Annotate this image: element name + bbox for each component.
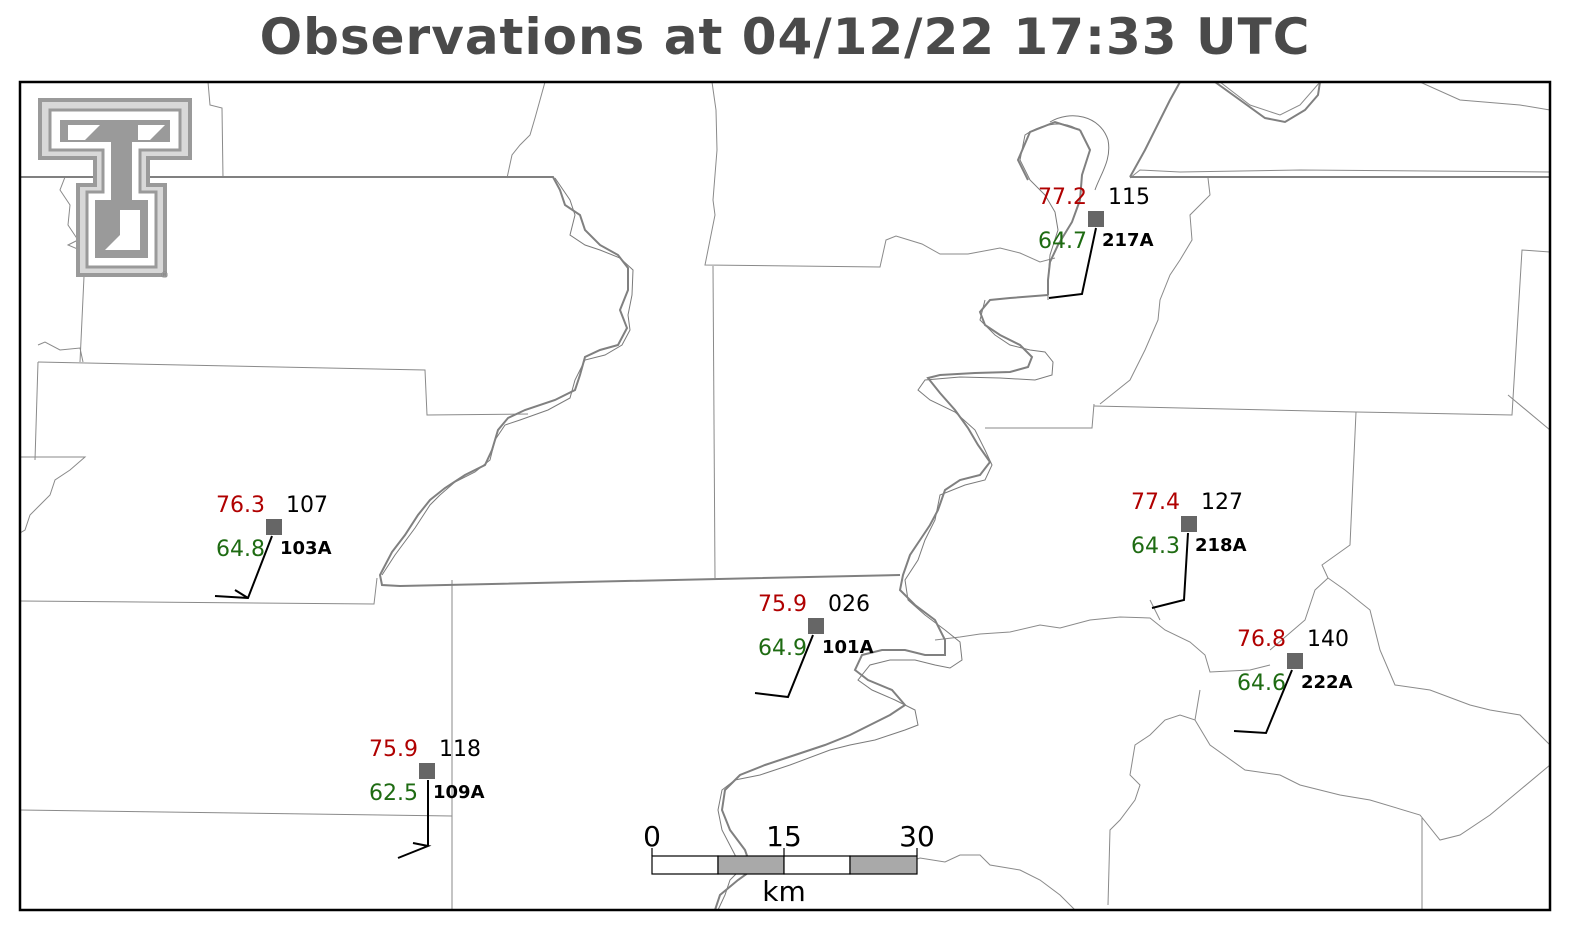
- scale-segment: [717, 855, 785, 875]
- station-marker[interactable]: [1287, 653, 1303, 669]
- county-line: [1507, 394, 1550, 431]
- wind-barb: [397, 780, 432, 859]
- pressure-value: 026: [828, 592, 870, 617]
- scale-tick-0: 0: [643, 820, 661, 853]
- state-line: [714, 294, 1049, 910]
- station-id: 217A: [1102, 230, 1154, 251]
- county-line: [1327, 577, 1550, 746]
- river-bank: [1019, 123, 1076, 300]
- river-bank: [717, 299, 1054, 910]
- pressure-value: 115: [1108, 185, 1150, 210]
- state-line: [1047, 129, 1092, 295]
- station-marker[interactable]: [808, 618, 824, 634]
- map-title: Observations at 04/12/22 17:33 UTC: [259, 8, 1311, 66]
- wind-barb: [214, 535, 273, 600]
- dewpoint-value: 64.3: [1131, 534, 1180, 559]
- county-line: [1099, 177, 1211, 405]
- map-frame: [18, 80, 1552, 912]
- county-line: [20, 361, 87, 534]
- temperature-value: 76.8: [1237, 627, 1286, 652]
- wind-barb: [1233, 669, 1293, 735]
- station-marker[interactable]: [266, 519, 282, 535]
- county-line: [1129, 169, 1550, 179]
- map-boundaries: [20, 82, 1550, 910]
- county-line: [37, 341, 84, 363]
- wind-barb: [1151, 532, 1189, 609]
- county-line: [712, 265, 716, 579]
- station-id: 222A: [1301, 672, 1353, 693]
- scale-segment: [651, 855, 719, 875]
- county-line: [1269, 411, 1357, 651]
- double-t-logo: ®: [38, 98, 192, 281]
- dewpoint-value: 64.8: [216, 537, 265, 562]
- scale-unit: km: [762, 875, 806, 908]
- station-id: 218A: [1195, 535, 1247, 556]
- station-plots: 77.2 64.7 115 217A 76.3 64.8 107 103A 77.4 64.3 12…: [214, 185, 1353, 859]
- temperature-value: 75.9: [758, 592, 807, 617]
- temperature-value: 77.2: [1038, 185, 1087, 210]
- state-line: [1214, 82, 1321, 124]
- river-bank: [381, 177, 634, 576]
- county-line: [985, 403, 1095, 429]
- wind-barb: [1048, 227, 1097, 299]
- county-line: [20, 577, 378, 605]
- station-marker[interactable]: [1181, 516, 1197, 532]
- scale-tick-15: 15: [766, 820, 802, 853]
- pressure-value: 118: [439, 737, 481, 762]
- county-line: [1194, 719, 1550, 841]
- county-line: [1149, 599, 1161, 621]
- station-109A: 75.9 62.5 118 109A: [369, 737, 485, 859]
- county-line: [20, 176, 86, 363]
- station-222A: 76.8 64.6 140 222A: [1233, 627, 1353, 735]
- station-id: 101A: [822, 637, 874, 658]
- registered-mark: ®: [160, 271, 169, 281]
- station-id: 109A: [433, 782, 485, 803]
- scale-tick-30: 30: [899, 820, 935, 853]
- county-line: [1107, 689, 1201, 906]
- state-line: [1129, 82, 1181, 178]
- county-line: [20, 809, 453, 817]
- pressure-value: 127: [1201, 490, 1243, 515]
- station-218A: 77.4 64.3 127 218A: [1131, 490, 1247, 609]
- station-101A: 75.9 64.9 026 101A: [754, 592, 874, 699]
- county-line: [934, 616, 1271, 673]
- dewpoint-value: 64.6: [1237, 671, 1286, 696]
- pressure-value: 107: [286, 493, 328, 518]
- scale-bar: 0 15 30 km: [643, 820, 935, 908]
- scale-segment: [849, 855, 918, 875]
- state-line: [1016, 120, 1081, 181]
- station-marker[interactable]: [419, 763, 435, 779]
- dewpoint-value: 64.7: [1038, 229, 1087, 254]
- county-line: [207, 82, 224, 179]
- county-line: [37, 361, 529, 416]
- station-217A: 77.2 64.7 115 217A: [1038, 185, 1154, 299]
- river-bank: [1049, 115, 1110, 191]
- pressure-value: 140: [1307, 627, 1349, 652]
- wind-barb: [754, 634, 814, 699]
- dewpoint-value: 62.5: [369, 781, 418, 806]
- county-line: [704, 82, 1056, 268]
- county-line: [506, 82, 546, 179]
- temperature-value: 76.3: [216, 493, 265, 518]
- dewpoint-value: 64.9: [758, 636, 807, 661]
- station-id: 103A: [280, 538, 332, 559]
- temperature-value: 75.9: [369, 737, 418, 762]
- county-line: [1219, 82, 1321, 116]
- temperature-value: 77.4: [1131, 490, 1180, 515]
- station-103A: 76.3 64.8 107 103A: [214, 493, 332, 600]
- county-line: [1419, 82, 1550, 111]
- county-line: [1093, 249, 1550, 416]
- station-marker[interactable]: [1088, 211, 1104, 227]
- state-line: [20, 176, 901, 588]
- scale-segment: [783, 855, 851, 875]
